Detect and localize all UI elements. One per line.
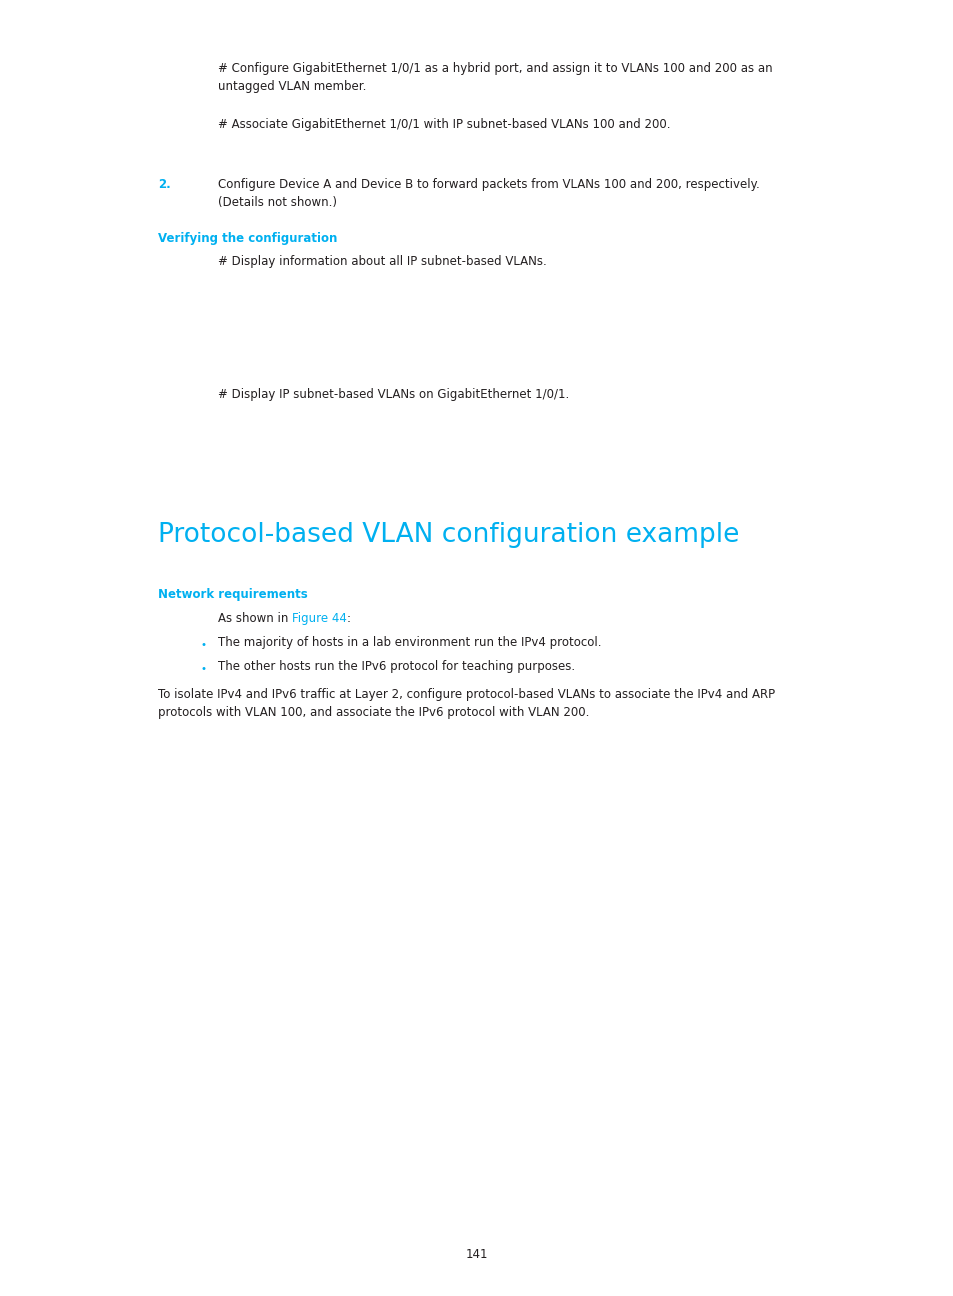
Text: Verifying the configuration: Verifying the configuration [158,232,337,245]
Text: The other hosts run the IPv6 protocol for teaching purposes.: The other hosts run the IPv6 protocol fo… [218,660,575,673]
Text: # Display IP subnet-based VLANs on GigabitEthernet 1/0/1.: # Display IP subnet-based VLANs on Gigab… [218,388,569,400]
Text: Figure 44: Figure 44 [292,612,347,625]
Text: •: • [200,640,206,651]
Text: Configure Device A and Device B to forward packets from VLANs 100 and 200, respe: Configure Device A and Device B to forwa… [218,178,759,209]
Text: # Configure GigabitEthernet 1/0/1 as a hybrid port, and assign it to VLANs 100 a: # Configure GigabitEthernet 1/0/1 as a h… [218,62,772,93]
Text: The majority of hosts in a lab environment run the IPv4 protocol.: The majority of hosts in a lab environme… [218,636,601,649]
Text: To isolate IPv4 and IPv6 traffic at Layer 2, configure protocol-based VLANs to a: To isolate IPv4 and IPv6 traffic at Laye… [158,688,774,719]
Text: As shown in: As shown in [218,612,292,625]
Text: :: : [347,612,351,625]
Text: Protocol-based VLAN configuration example: Protocol-based VLAN configuration exampl… [158,522,739,548]
Text: # Display information about all IP subnet-based VLANs.: # Display information about all IP subne… [218,255,546,268]
Text: •: • [200,664,206,674]
Text: 141: 141 [465,1248,488,1261]
Text: 2.: 2. [158,178,171,191]
Text: Network requirements: Network requirements [158,588,308,601]
Text: # Associate GigabitEthernet 1/0/1 with IP subnet-based VLANs 100 and 200.: # Associate GigabitEthernet 1/0/1 with I… [218,118,670,131]
